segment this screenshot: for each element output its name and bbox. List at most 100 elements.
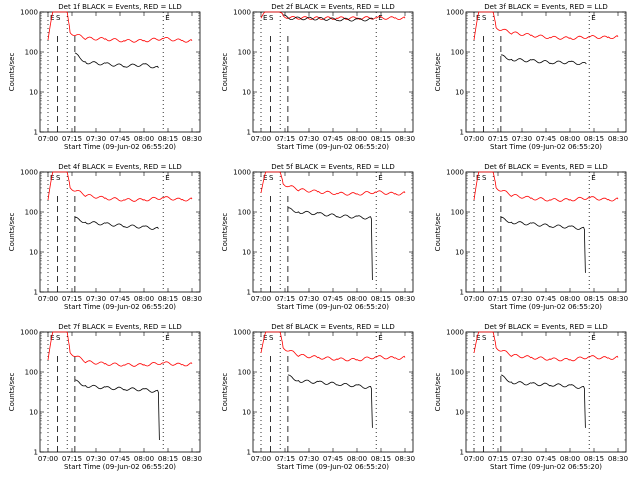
plot-frame	[39, 331, 201, 453]
marker-label-s: S	[269, 14, 274, 22]
x-tick-label: 07:30	[512, 135, 532, 143]
plot-frame	[252, 331, 414, 453]
events-series-line	[287, 207, 373, 281]
marker-label-e: E	[263, 14, 267, 22]
marker-label-e2: E	[591, 174, 595, 182]
y-tick-label: 1000	[20, 169, 38, 177]
chart-panel-8: Det 8f BLACK = Events, RED = LLD 07:00 07:…	[221, 323, 415, 471]
y-tick-label: 10	[29, 249, 38, 257]
x-tick-label: 07:00	[464, 455, 484, 463]
y-tick-label: 1000	[20, 329, 38, 337]
marker-label-e: E	[50, 14, 54, 22]
plot-frame	[39, 11, 201, 133]
x-tick-label: 08:00	[134, 455, 154, 463]
x-tick-label: 08:00	[134, 135, 154, 143]
x-tick-label: 07:30	[86, 455, 106, 463]
marker-label-e: E	[50, 334, 54, 342]
x-tick-label: 07:30	[86, 135, 106, 143]
y-tick-label: 100	[25, 49, 38, 57]
lld-series-line	[260, 11, 406, 21]
x-tick-label: 08:15	[158, 295, 178, 303]
chart-title: Det 6f BLACK = Events, RED = LLD	[484, 163, 607, 171]
events-series-line	[500, 374, 586, 428]
lld-series-line	[260, 331, 406, 362]
y-tick-label: 1	[34, 449, 38, 457]
x-tick-label: 07:15	[488, 135, 508, 143]
x-tick-label: 08:30	[608, 295, 628, 303]
x-axis-label: Start Time (09-Jun-02 06:55:20)	[277, 303, 389, 311]
x-axis-label: Start Time (09-Jun-02 06:55:20)	[490, 143, 602, 151]
y-tick-label: 100	[451, 49, 464, 57]
x-tick-label: 08:00	[347, 455, 367, 463]
events-series-line	[287, 374, 373, 428]
marker-label-e2: E	[165, 334, 169, 342]
chart-panel-5: Det 5f BLACK = Events, RED = LLD 07:00 07:…	[221, 163, 415, 311]
x-tick-label: 07:15	[62, 135, 82, 143]
y-tick-label: 1	[247, 289, 251, 297]
lld-series-line	[260, 171, 406, 196]
plot-frame	[252, 171, 414, 293]
x-tick-label: 08:30	[395, 455, 415, 463]
x-tick-label: 07:00	[251, 455, 271, 463]
marker-label-s: S	[482, 174, 487, 182]
y-tick-label: 10	[29, 89, 38, 97]
y-tick-label: 100	[25, 209, 38, 217]
plot-frame	[39, 171, 201, 293]
y-axis-label: Counts/sec	[8, 373, 16, 412]
x-tick-label: 07:15	[275, 295, 295, 303]
chart-panel-3: Det 3f BLACK = Events, RED = LLD 07:00 07:…	[434, 3, 628, 151]
y-tick-label: 10	[242, 89, 251, 97]
lld-series-line	[47, 171, 193, 202]
x-tick-label: 07:45	[323, 135, 343, 143]
chart-title: Det 1f BLACK = Events, RED = LLD	[58, 3, 181, 11]
plot-frame	[465, 331, 627, 453]
x-tick-label: 07:00	[251, 135, 271, 143]
x-tick-label: 08:15	[158, 455, 178, 463]
y-tick-label: 10	[242, 249, 251, 257]
y-axis-label: Counts/sec	[8, 53, 16, 92]
x-tick-label: 08:30	[182, 135, 202, 143]
marker-label-s: S	[482, 334, 487, 342]
x-tick-label: 07:45	[536, 295, 556, 303]
x-axis-label: Start Time (09-Jun-02 06:55:20)	[64, 303, 176, 311]
marker-label-e2: E	[165, 14, 169, 22]
x-tick-label: 08:30	[608, 135, 628, 143]
marker-label-s: S	[56, 334, 61, 342]
x-axis-label: Start Time (09-Jun-02 06:55:20)	[277, 143, 389, 151]
x-tick-label: 07:45	[110, 455, 130, 463]
x-tick-label: 08:00	[347, 135, 367, 143]
x-tick-label: 08:30	[608, 455, 628, 463]
chart-title: Det 4f BLACK = Events, RED = LLD	[58, 163, 181, 171]
chart-title: Det 7f BLACK = Events, RED = LLD	[58, 323, 181, 331]
x-tick-label: 08:15	[158, 135, 178, 143]
lld-series-line	[473, 11, 619, 41]
marker-label-e2: E	[378, 14, 382, 22]
x-tick-label: 07:15	[488, 455, 508, 463]
x-tick-label: 07:15	[62, 295, 82, 303]
x-tick-label: 08:30	[182, 295, 202, 303]
x-tick-label: 07:45	[110, 295, 130, 303]
marker-label-e: E	[50, 174, 54, 182]
x-axis-label: Start Time (09-Jun-02 06:55:20)	[64, 143, 176, 151]
plot-frame	[465, 11, 627, 133]
marker-label-e2: E	[165, 174, 169, 182]
chart-title: Det 8f BLACK = Events, RED = LLD	[271, 323, 394, 331]
x-axis-label: Start Time (09-Jun-02 06:55:20)	[277, 463, 389, 471]
y-tick-label: 100	[238, 49, 251, 57]
y-tick-label: 1000	[20, 9, 38, 17]
lld-series-line	[47, 11, 193, 43]
x-tick-label: 08:15	[584, 135, 604, 143]
x-tick-label: 07:30	[86, 295, 106, 303]
y-tick-label: 100	[451, 369, 464, 377]
marker-label-s: S	[56, 174, 61, 182]
y-tick-label: 1000	[446, 9, 464, 17]
x-tick-label: 08:15	[584, 455, 604, 463]
x-tick-label: 07:30	[299, 135, 319, 143]
events-series-line	[500, 54, 587, 66]
y-tick-label: 1	[34, 129, 38, 137]
marker-label-e2: E	[378, 174, 382, 182]
marker-label-s: S	[269, 334, 274, 342]
events-series-line	[500, 216, 586, 273]
x-tick-label: 07:15	[62, 455, 82, 463]
